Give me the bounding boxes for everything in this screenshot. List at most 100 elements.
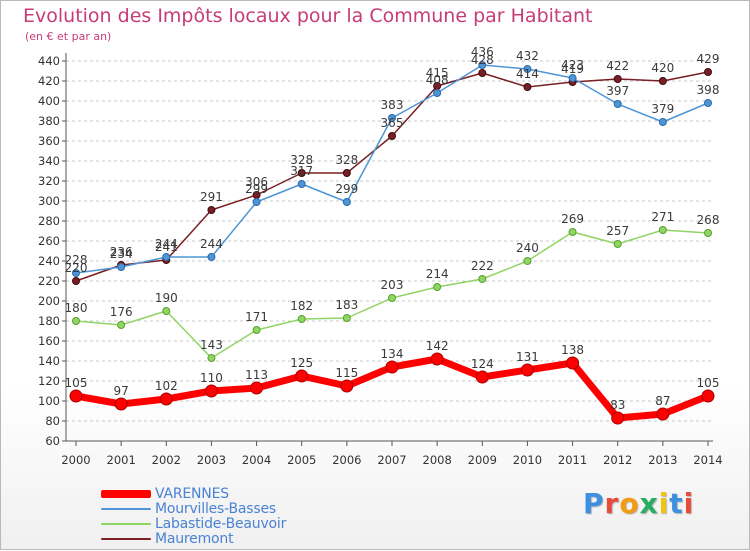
y-tick-label: 80	[45, 414, 60, 428]
data-label-varennes: 131	[516, 350, 539, 364]
data-label-mourvilles-basses: 432	[516, 49, 539, 63]
data-label-mauremont: 220	[65, 261, 88, 275]
chart-title: Evolution des Impôts locaux pour la Comm…	[23, 5, 593, 27]
data-label-varennes: 83	[610, 398, 625, 412]
data-label-mauremont: 429	[697, 52, 720, 66]
y-tick-label: 180	[38, 314, 60, 328]
data-point-mourvilles-basses	[117, 263, 126, 271]
data-point-labastide-beauvoir	[162, 307, 171, 315]
data-point-labastide-beauvoir	[568, 228, 577, 236]
data-point-mourvilles-basses	[568, 74, 577, 82]
data-label-mauremont: 291	[200, 190, 223, 204]
data-point-labastide-beauvoir	[117, 321, 126, 329]
data-label-varennes: 125	[290, 356, 313, 370]
y-tick-label: 100	[38, 394, 60, 408]
data-point-labastide-beauvoir	[658, 226, 667, 234]
chart-subtitle: (en € et par an)	[25, 30, 112, 43]
data-label-varennes: 142	[426, 339, 449, 353]
logo-letter: r	[604, 487, 620, 520]
data-label-mauremont: 328	[335, 153, 358, 167]
data-point-varennes	[69, 389, 83, 403]
data-point-varennes	[656, 407, 670, 421]
data-point-labastide-beauvoir	[72, 317, 80, 325]
legend-swatch	[101, 522, 151, 525]
y-tick-label: 200	[38, 294, 60, 308]
data-label-mourvilles-basses: 436	[471, 45, 494, 59]
data-label-mourvilles-basses: 408	[426, 73, 449, 87]
y-tick-label: 380	[38, 114, 60, 128]
data-label-labastide-beauvoir: 143	[200, 338, 223, 352]
data-point-mourvilles-basses	[388, 114, 396, 122]
y-tick-label: 220	[38, 274, 60, 288]
x-tick-label: 2002	[152, 453, 181, 467]
data-label-mauremont: 420	[651, 61, 674, 75]
data-point-varennes	[204, 384, 218, 398]
y-tick-label: 420	[38, 74, 60, 88]
data-label-mourvilles-basses: 228	[65, 253, 88, 267]
data-label-varennes: 102	[155, 379, 178, 393]
data-point-varennes	[520, 363, 534, 377]
data-point-mauremont	[613, 75, 622, 83]
data-label-mourvilles-basses: 398	[697, 83, 720, 97]
logo-letter: t	[669, 487, 684, 520]
data-label-labastide-beauvoir: 190	[155, 291, 178, 305]
data-point-mauremont	[297, 169, 306, 177]
data-label-labastide-beauvoir: 257	[606, 224, 629, 238]
x-tick-label: 2004	[242, 453, 271, 467]
data-point-labastide-beauvoir	[704, 229, 712, 237]
y-tick-label: 140	[38, 354, 60, 368]
data-label-mauremont: 419	[561, 62, 584, 76]
data-point-varennes	[385, 360, 399, 374]
data-point-mauremont	[72, 277, 80, 285]
logo-letter: P	[583, 487, 605, 520]
data-point-mourvilles-basses	[658, 118, 667, 126]
data-point-varennes	[566, 356, 580, 370]
data-label-varennes: 113	[245, 368, 268, 382]
legend: VARENNES Mourvilles-Basses Labastide-Beauv…	[101, 485, 286, 547]
y-tick-label: 60	[45, 434, 60, 448]
data-point-labastide-beauvoir	[207, 354, 216, 362]
data-point-varennes	[430, 352, 444, 366]
data-point-mourvilles-basses	[207, 253, 216, 261]
data-label-varennes: 138	[561, 343, 584, 357]
legend-swatch	[101, 507, 151, 510]
legend-label: VARENNES	[155, 485, 229, 502]
data-label-labastide-beauvoir: 269	[561, 212, 584, 226]
y-tick-label: 240	[38, 254, 60, 268]
data-point-mourvilles-basses	[72, 269, 80, 277]
data-point-mourvilles-basses	[252, 198, 261, 206]
y-tick-label: 360	[38, 134, 60, 148]
data-label-labastide-beauvoir: 203	[381, 278, 404, 292]
data-point-labastide-beauvoir	[613, 240, 622, 248]
x-tick-label: 2013	[648, 453, 677, 467]
legend-swatch	[101, 489, 151, 498]
data-label-mauremont: 328	[290, 153, 313, 167]
data-label-mauremont: 236	[110, 245, 133, 259]
proxiti-logo: Proxiti	[583, 487, 694, 520]
x-tick-label: 2006	[332, 453, 361, 467]
legend-swatch	[101, 537, 151, 540]
y-tick-label: 340	[38, 154, 60, 168]
x-tick-label: 2010	[513, 453, 542, 467]
data-point-labastide-beauvoir	[252, 326, 261, 334]
data-label-mourvilles-basses: 234	[110, 247, 133, 261]
x-tick-label: 2014	[693, 453, 722, 467]
data-label-mauremont: 306	[245, 175, 268, 189]
logo-letter: i	[658, 487, 670, 520]
data-label-labastide-beauvoir: 240	[516, 241, 539, 255]
data-label-varennes: 105	[65, 376, 88, 390]
legend-label: Mauremont	[155, 530, 234, 547]
data-point-mourvilles-basses	[162, 253, 171, 261]
data-point-varennes	[475, 370, 489, 384]
data-point-varennes	[701, 389, 715, 403]
legend-item: Mourvilles-Basses	[101, 501, 286, 517]
x-tick-label: 2009	[468, 453, 497, 467]
data-label-labastide-beauvoir: 171	[245, 310, 268, 324]
data-point-labastide-beauvoir	[297, 315, 306, 323]
data-label-mauremont: 422	[606, 59, 629, 73]
y-tick-label: 400	[38, 94, 60, 108]
data-point-mourvilles-basses	[297, 180, 306, 188]
data-label-mourvilles-basses: 397	[606, 84, 629, 98]
